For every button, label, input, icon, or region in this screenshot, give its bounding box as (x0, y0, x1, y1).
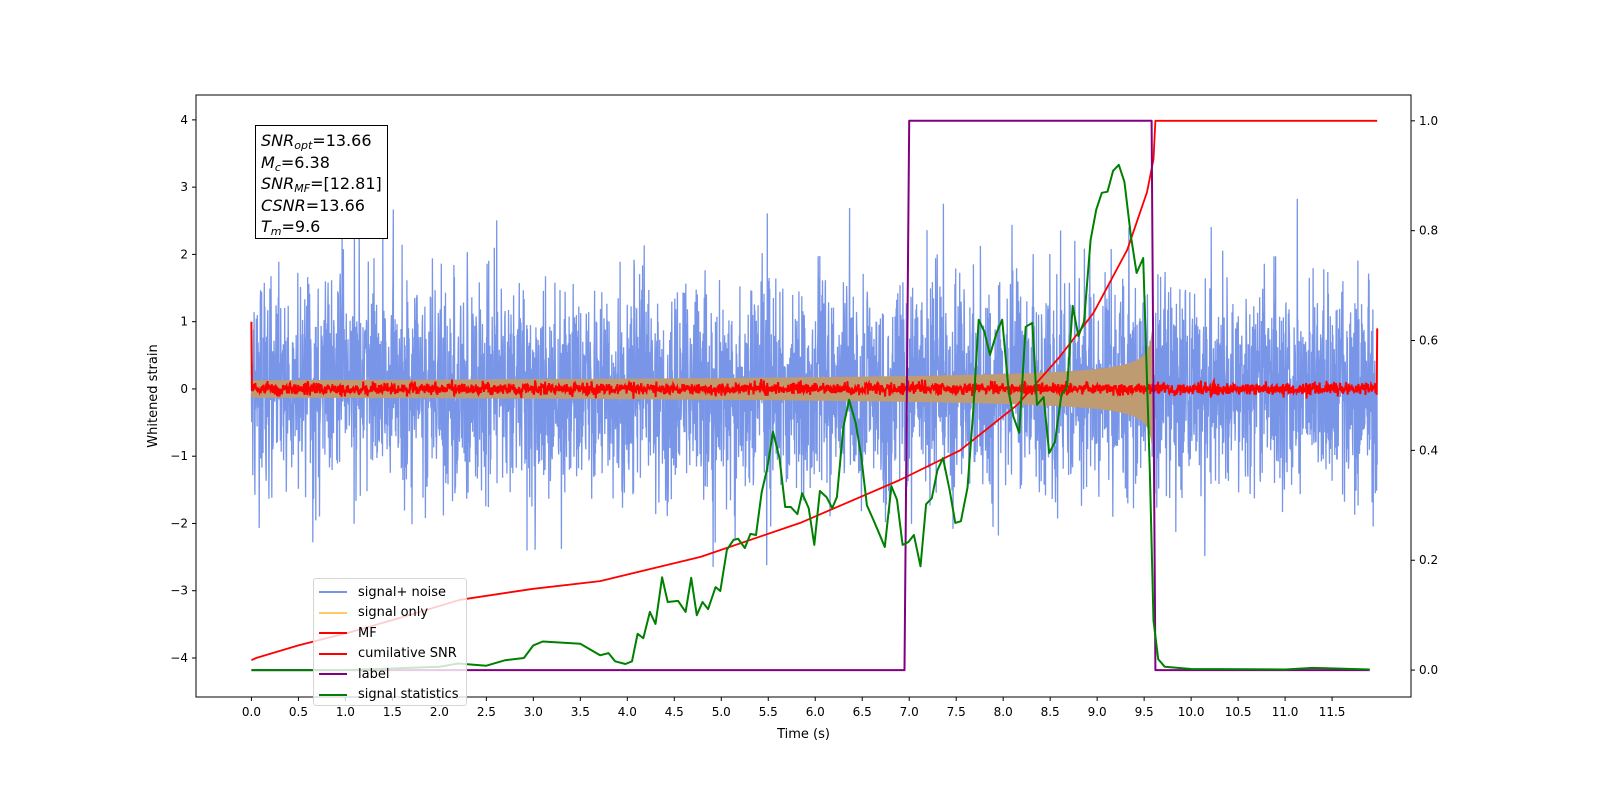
x-tick-label: 11.0 (1272, 705, 1299, 719)
y-left-tick-label: −4 (170, 651, 188, 665)
legend-swatch (319, 632, 347, 635)
annotation-value: =13.66 (305, 195, 365, 215)
y-left-tick-label: −3 (170, 584, 188, 598)
annotation-line: SNRopt=13.66 (261, 130, 387, 152)
y-left-tick-label: 0 (180, 382, 188, 396)
annotation-subscript: MF (294, 182, 311, 195)
y-right-tick-label: 0.0 (1419, 663, 1438, 677)
y-left-tick-label: −2 (170, 516, 188, 530)
annotation-line: CSNR=13.66 (261, 195, 387, 217)
annotation-box: SNRopt=13.66 Mc=6.38 SNRMF=[12.81] CSNR=13.… (255, 125, 388, 239)
y-right-tick-label: 0.6 (1419, 334, 1438, 348)
x-tick-label: 2.5 (477, 705, 496, 719)
y-right-tick-label: 1.0 (1419, 114, 1438, 128)
x-tick-label: 5.0 (712, 705, 731, 719)
x-tick-label: 6.0 (806, 705, 825, 719)
legend-label: MF (358, 625, 377, 641)
mf-line (250, 321, 1379, 399)
y-left-tick-label: −1 (170, 449, 188, 463)
legend-label: signal only (358, 605, 429, 621)
annotation-subscript: m (270, 225, 282, 238)
x-tick-label: 10.0 (1178, 705, 1205, 719)
x-tick-label: 2.0 (430, 705, 449, 719)
legend-item: label (319, 664, 466, 685)
annotation-subscript: c (274, 160, 281, 174)
annotation-variable: T (261, 217, 271, 236)
annotation-value: =13.66 (312, 131, 372, 150)
y-right-tick-label: 0.8 (1419, 224, 1438, 238)
y-left-tick-label: 1 (180, 315, 188, 329)
legend-item: MF (319, 623, 466, 644)
label-line (251, 119, 1370, 672)
legend-item: cumilative SNR (319, 644, 466, 665)
x-tick-label: 9.0 (1088, 705, 1107, 719)
y-left-tick-label: 2 (180, 247, 188, 261)
x-tick-label: 5.5 (759, 705, 778, 719)
x-tick-label: 8.5 (1041, 705, 1060, 719)
legend-swatch (319, 673, 347, 676)
annotation-line: Mc=6.38 (261, 152, 387, 174)
x-tick-label: 8.0 (994, 705, 1013, 719)
x-tick-label: 3.5 (571, 705, 590, 719)
annotation-variable: SNR (261, 174, 295, 193)
legend-swatch (319, 591, 347, 594)
y-left-tick-label: 4 (180, 113, 188, 127)
x-tick-label: 9.5 (1135, 705, 1154, 719)
axes-frame (195, 94, 1412, 698)
x-tick-label: 6.5 (853, 705, 872, 719)
legend-swatch (319, 611, 347, 614)
legend: signal+ noise signal only MF cumilative SNR… (313, 578, 467, 706)
x-tick-label: 7.0 (900, 705, 919, 719)
legend-swatch (319, 652, 347, 655)
annotation-value: =6.38 (280, 152, 330, 172)
annotation-value: =9.6 (281, 217, 321, 236)
legend-item: signal statistics (319, 685, 466, 706)
y-left-tick-label: 3 (180, 180, 188, 194)
y-right-tick-label: 0.2 (1419, 553, 1438, 567)
x-tick-label: 10.5 (1225, 705, 1252, 719)
annotation-line: Tm=9.6 (261, 216, 387, 238)
x-tick-label: 11.5 (1319, 705, 1346, 719)
legend-label: cumilative SNR (358, 646, 457, 662)
legend-label: label (358, 666, 390, 682)
legend-swatch (319, 693, 347, 696)
legend-item: signal only (319, 603, 466, 624)
legend-label: signal+ noise (358, 584, 447, 600)
annotation-variable: SNR (261, 131, 295, 150)
y-axis-label: Whitened strain (146, 344, 161, 447)
x-tick-label: 1.0 (336, 705, 355, 719)
legend-label: signal statistics (358, 687, 459, 703)
annotation-line: SNRMF=[12.81] (261, 173, 387, 195)
x-axis-label: Time (s) (776, 727, 830, 742)
annotation-variable: M (261, 152, 275, 172)
x-tick-label: 7.5 (947, 705, 966, 719)
x-tick-label: 4.5 (665, 705, 684, 719)
annotation-value: =[12.81] (310, 174, 382, 193)
x-tick-label: 1.5 (383, 705, 402, 719)
y-right-tick-label: 0.4 (1419, 443, 1438, 457)
x-tick-label: 0.5 (289, 705, 308, 719)
legend-item: signal+ noise (319, 582, 466, 603)
x-tick-label: 4.0 (618, 705, 637, 719)
signal-statistics-line (251, 163, 1370, 672)
x-tick-label: 0.0 (242, 705, 261, 719)
annotation-subscript: opt (294, 139, 313, 152)
x-tick-label: 3.0 (524, 705, 543, 719)
signal-noise-line (250, 198, 1378, 567)
annotation-variable: CSNR (261, 195, 306, 215)
